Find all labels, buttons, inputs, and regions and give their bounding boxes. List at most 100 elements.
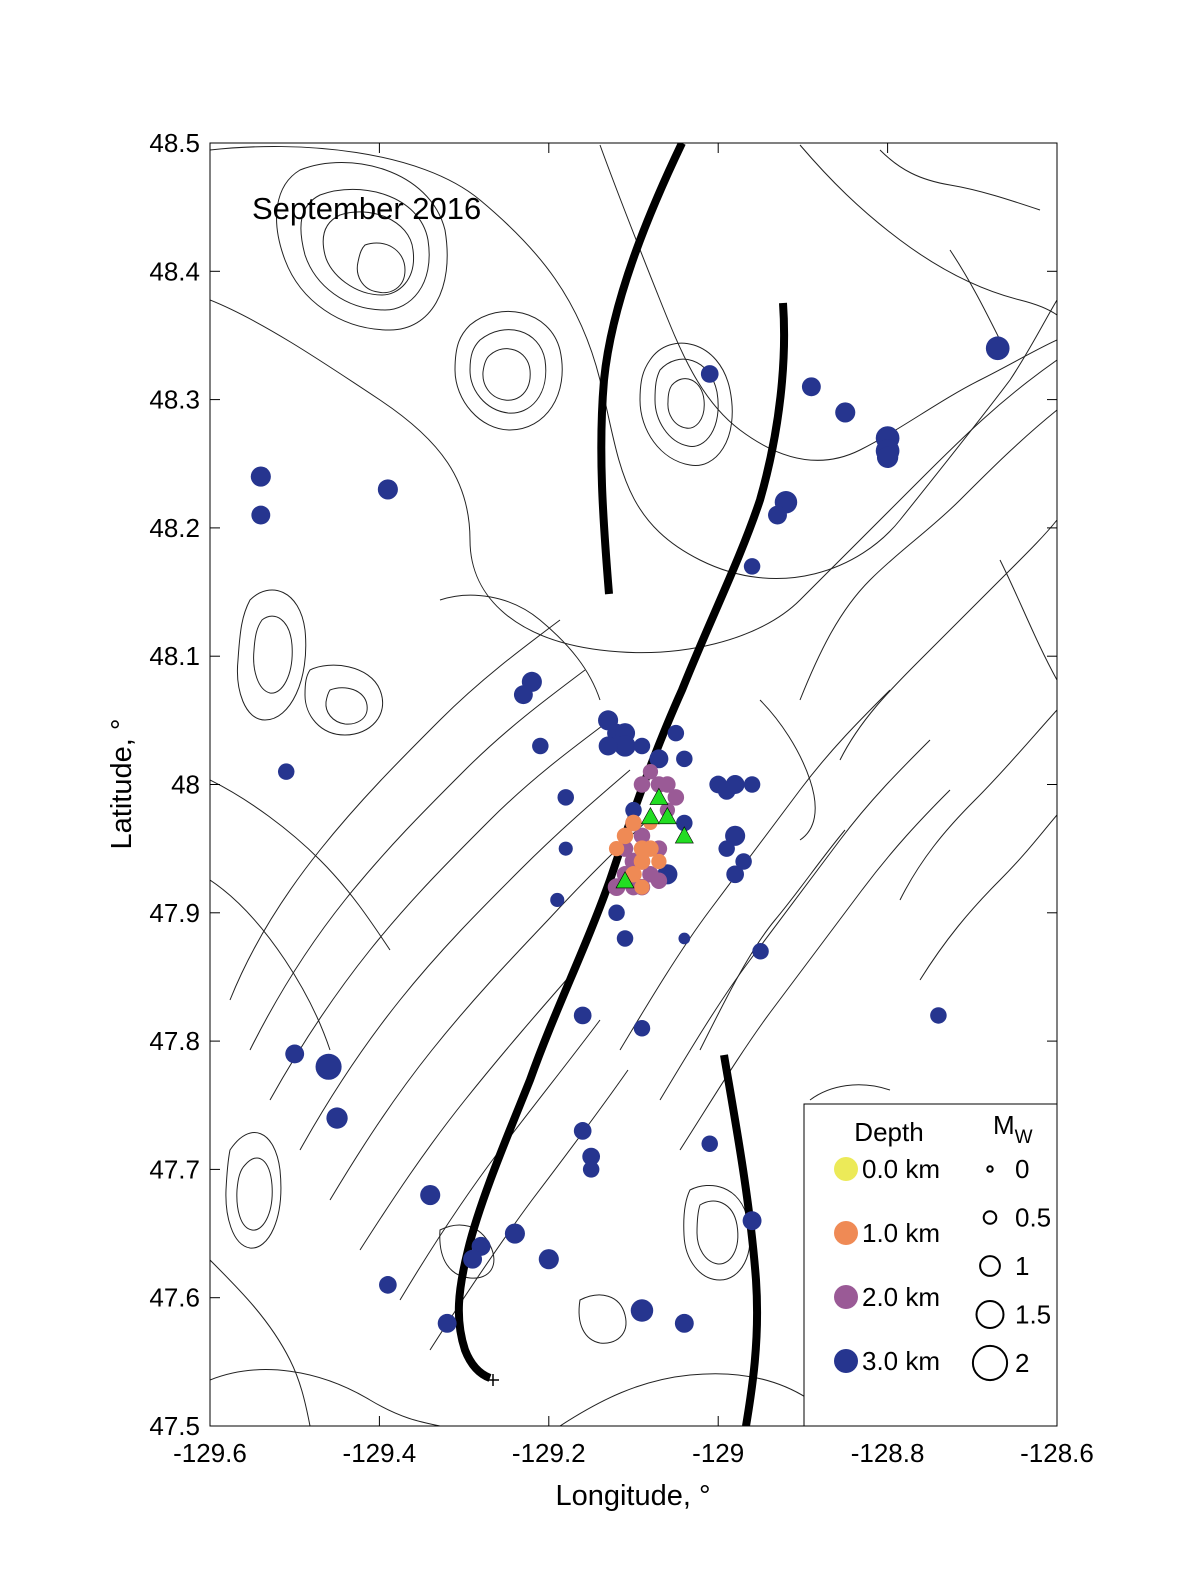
ridge-segment-south bbox=[720, 1054, 762, 1426]
y-axis-label: Latitude, ° bbox=[106, 719, 138, 850]
event-marker-1km bbox=[608, 841, 625, 857]
event-marker-3km bbox=[326, 1107, 348, 1129]
x-axis: -129.6 -129.4 -129.2 -129 -128.8 -128.6 bbox=[173, 143, 1094, 1468]
legend-mag-title-sub: W bbox=[1015, 1127, 1033, 1148]
y-tick-label: 48 bbox=[171, 770, 200, 800]
event-marker-1km bbox=[651, 853, 667, 870]
ridge-segment-central bbox=[454, 302, 789, 1382]
event-marker-2km bbox=[659, 776, 676, 793]
legend-depth-entries: 0.0 km 1.0 km 2.0 km 3.0 km bbox=[834, 1154, 940, 1376]
event-marker-3km bbox=[630, 1299, 654, 1322]
event-marker-3km bbox=[752, 943, 769, 960]
event-marker-3km bbox=[608, 904, 625, 922]
legend-depth-swatch bbox=[834, 1285, 858, 1309]
event-marker-3km bbox=[930, 1007, 947, 1024]
event-marker-3km bbox=[718, 840, 735, 857]
event-marker-3km bbox=[725, 775, 745, 794]
x-tick-label: -129.4 bbox=[343, 1438, 417, 1468]
event-marker-3km bbox=[558, 841, 573, 856]
event-marker-2km bbox=[633, 827, 651, 845]
event-marker-3km bbox=[700, 365, 719, 383]
event-marker-3km bbox=[743, 558, 761, 575]
station-marker bbox=[649, 787, 669, 805]
event-marker-3km bbox=[676, 750, 693, 768]
legend-mag-label: 1.5 bbox=[1015, 1300, 1051, 1330]
event-marker-3km bbox=[835, 402, 856, 423]
event-marker-3km bbox=[463, 1249, 483, 1269]
event-marker-3km bbox=[633, 737, 651, 755]
event-marker-3km bbox=[277, 763, 295, 780]
event-marker-3km bbox=[801, 377, 821, 397]
event-marker-3km bbox=[676, 814, 693, 832]
legend-depth-swatch bbox=[834, 1157, 858, 1181]
event-marker-3km bbox=[315, 1053, 342, 1080]
legend-mag-label: 1 bbox=[1015, 1251, 1029, 1281]
x-tick-label: -129.6 bbox=[173, 1438, 247, 1468]
event-marker-3km bbox=[743, 776, 761, 793]
y-tick-label: 48.5 bbox=[149, 128, 200, 158]
legend-mag-circle bbox=[979, 1255, 1001, 1277]
event-marker-3km bbox=[614, 735, 636, 757]
station-marker bbox=[657, 806, 677, 825]
event-marker-3km bbox=[701, 1135, 718, 1152]
event-marker-3km bbox=[513, 685, 533, 705]
event-marker-3km bbox=[251, 505, 271, 525]
event-marker-1km bbox=[625, 866, 642, 883]
event-marker-3km bbox=[573, 1006, 592, 1025]
station-marker bbox=[615, 871, 635, 889]
y-tick-label: 48.4 bbox=[149, 256, 200, 286]
event-marker-3km bbox=[379, 1276, 397, 1294]
event-marker-3km bbox=[582, 1147, 601, 1166]
station-marker bbox=[674, 826, 694, 844]
event-marker-1km bbox=[625, 814, 642, 832]
event-marker-3km bbox=[582, 1161, 600, 1178]
event-marker-3km bbox=[250, 466, 271, 487]
event-marker-2km bbox=[642, 764, 659, 780]
event-marker-3km bbox=[420, 1185, 441, 1206]
legend-depth-title: Depth bbox=[854, 1117, 923, 1147]
event-marker-3km bbox=[538, 1249, 559, 1270]
event-marker-3km bbox=[735, 853, 752, 870]
legend-depth-label: 3.0 km bbox=[862, 1346, 940, 1376]
legend-depth-label: 0.0 km bbox=[862, 1154, 940, 1184]
legend-mag-title: MW bbox=[993, 1110, 1033, 1148]
y-tick-label: 47.9 bbox=[149, 898, 200, 928]
y-tick-label: 48.1 bbox=[149, 641, 200, 671]
event-marker-2km bbox=[650, 872, 668, 889]
legend-mag-circle bbox=[971, 1344, 1009, 1382]
ridge-axes bbox=[454, 143, 789, 1426]
event-marker-3km bbox=[504, 1223, 525, 1244]
y-tick-label: 47.5 bbox=[149, 1411, 200, 1441]
event-marker-3km bbox=[550, 892, 565, 908]
event-marker-3km bbox=[649, 749, 669, 769]
legend-depth-label: 1.0 km bbox=[862, 1218, 940, 1248]
legend-mag-title-main: M bbox=[993, 1110, 1015, 1140]
ridge-segment-north bbox=[597, 143, 686, 595]
legend-mag-circle bbox=[975, 1300, 1005, 1329]
event-marker-3km bbox=[876, 446, 899, 468]
y-axis: 47.5 47.6 47.7 47.8 47.9 48 48.1 48.2 48.3 48.4 48… bbox=[149, 128, 1057, 1441]
legend-depth-swatch bbox=[834, 1349, 858, 1373]
event-marker-1km bbox=[634, 879, 650, 895]
plus-marker bbox=[487, 1374, 499, 1386]
legend-mag-circle bbox=[986, 1165, 994, 1173]
legend-depth-swatch bbox=[834, 1221, 858, 1245]
event-marker-2km bbox=[633, 776, 651, 793]
event-marker-3km bbox=[625, 801, 642, 819]
event-marker-3km bbox=[598, 736, 618, 756]
event-marker-3km bbox=[674, 1313, 694, 1333]
earthquake-events bbox=[250, 336, 1010, 1333]
legend: Depth MW 0.0 km 1.0 km 2.0 km 3.0 km 0 0.5 1 1… bbox=[803, 1103, 1058, 1427]
bathymetry-contours bbox=[210, 144, 1057, 1426]
event-marker-3km bbox=[667, 724, 685, 742]
event-marker-3km bbox=[557, 789, 574, 806]
x-axis-label: Longitude, ° bbox=[555, 1480, 710, 1512]
legend-mag-label: 0.5 bbox=[1015, 1203, 1051, 1233]
event-marker-3km bbox=[437, 1313, 457, 1333]
event-marker-3km bbox=[285, 1044, 305, 1064]
y-tick-label: 48.2 bbox=[149, 513, 200, 543]
legend-mag-label: 0 bbox=[1015, 1154, 1029, 1184]
x-tick-label: -129.2 bbox=[512, 1438, 586, 1468]
x-tick-label: -129 bbox=[692, 1438, 744, 1468]
event-marker-3km bbox=[377, 479, 398, 500]
